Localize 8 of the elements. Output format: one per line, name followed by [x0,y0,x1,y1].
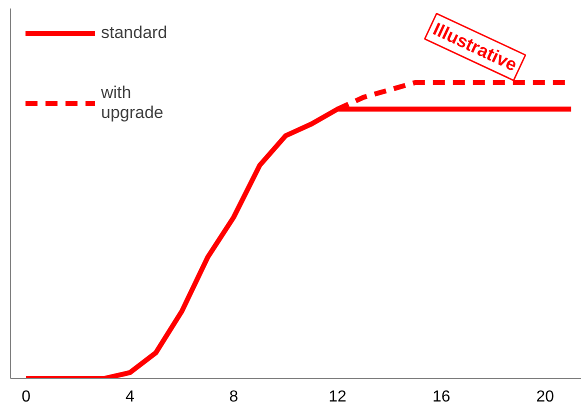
legend-label: standard [101,23,168,43]
legend-label: with upgrade [101,83,164,123]
x-tick-label: 0 [22,388,31,406]
x-tick-label: 12 [328,388,347,406]
x-tick-label: 16 [432,388,450,406]
x-tick-label: 8 [229,388,238,406]
x-tick-label: 20 [536,388,554,406]
x-tick-label: 4 [125,388,134,406]
